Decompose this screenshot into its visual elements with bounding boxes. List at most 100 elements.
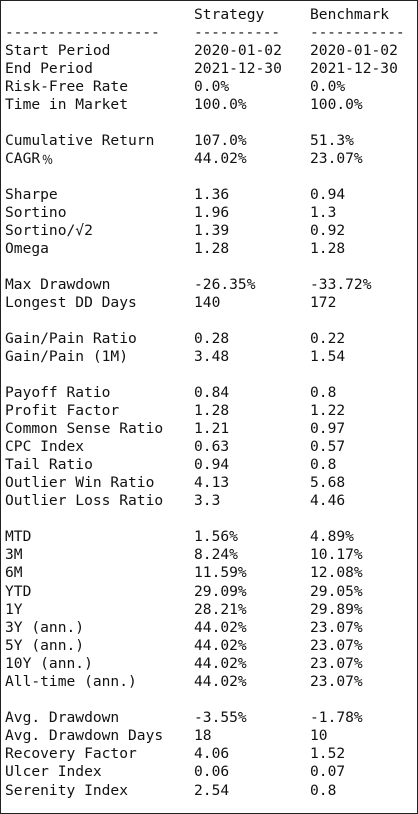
metric-row: 1Y 28.21% 29.89%	[1, 601, 417, 619]
benchmark-value: -1.78%	[310, 709, 363, 726]
metric-row: Start Period 2020-01-02 2020-01-02	[1, 42, 417, 60]
benchmark-value: 0.0%	[310, 78, 346, 95]
metric-row: Profit Factor 1.28 1.22	[1, 402, 417, 420]
strategy-value: 28.21%	[194, 601, 247, 618]
metric-row: Common Sense Ratio 1.21 0.97	[1, 420, 417, 438]
strategy-value: 3.48	[194, 348, 230, 365]
strategy-value: 18	[194, 727, 212, 744]
strategy-value: 2020-01-02	[194, 42, 282, 59]
strategy-value: 11.59%	[194, 564, 247, 581]
strategy-value: 44.02%	[194, 637, 247, 654]
benchmark-value: 0.07	[310, 763, 346, 780]
strategy-value: 0.0%	[194, 78, 230, 95]
metric-label: YTD	[5, 583, 32, 600]
benchmark-value: 51.3%	[310, 132, 354, 149]
metric-row: CPC Index 0.63 0.57	[1, 438, 417, 456]
benchmark-value: 10	[310, 727, 328, 744]
metric-row: 6M 11.59% 12.08%	[1, 564, 417, 582]
strategy-value: 1.56%	[194, 528, 238, 545]
metric-label: 3Y (ann.)	[5, 619, 85, 636]
strategy-value: 2.54	[194, 782, 230, 799]
benchmark-column-header: Benchmark	[310, 6, 390, 23]
strategy-value: 4.06	[194, 745, 230, 762]
metric-row: Recovery Factor 4.06 1.52	[1, 745, 417, 763]
benchmark-value: 172	[310, 294, 337, 311]
metric-label: Avg. Drawdown	[5, 709, 120, 726]
metric-row: Gain/Pain Ratio 0.28 0.22	[1, 330, 417, 348]
benchmark-value: 4.46	[310, 492, 346, 509]
strategy-value: 0.63	[194, 438, 230, 455]
benchmark-value: 10.17%	[310, 546, 363, 563]
metric-label: Avg. Drawdown Days	[5, 727, 164, 744]
metric-row: Risk-Free Rate 0.0% 0.0%	[1, 78, 417, 96]
benchmark-value: 2021-12-30	[310, 60, 398, 77]
metric-label: Outlier Win Ratio	[5, 474, 155, 491]
strategy-value: 8.24%	[194, 546, 238, 563]
metric-label: Sortino/√2	[5, 222, 93, 239]
metric-row: All-time (ann.) 44.02% 23.07%	[1, 673, 417, 691]
benchmark-value: 29.05%	[310, 583, 363, 600]
strategy-value: 1.28	[194, 240, 230, 257]
benchmark-value: 23.07%	[310, 150, 363, 167]
metric-label: Tail Ratio	[5, 456, 93, 473]
benchmark-value: 0.8	[310, 782, 337, 799]
benchmark-value: 23.07%	[310, 655, 363, 672]
metric-label: Time in Market	[5, 96, 129, 113]
metric-row: MTD 1.56% 4.89%	[1, 528, 417, 546]
metric-row: Time in Market 100.0% 100.0%	[1, 96, 417, 114]
strategy-value: 44.02%	[194, 619, 247, 636]
benchmark-column-separator: -----------	[310, 24, 405, 41]
strategy-value: 0.28	[194, 330, 230, 347]
strategy-value: 140	[194, 294, 221, 311]
strategy-column-header: Strategy	[194, 6, 265, 23]
benchmark-value: 23.07%	[310, 637, 363, 654]
strategy-value: -3.55%	[194, 709, 247, 726]
metric-label: Start Period	[5, 42, 111, 59]
metric-row: Payoff Ratio 0.84 0.8	[1, 384, 417, 402]
metric-label: Risk-Free Rate	[5, 78, 129, 95]
strategy-value: 0.94	[194, 456, 230, 473]
metric-row: Cumulative Return 107.0% 51.3%	[1, 132, 417, 150]
metric-label: Payoff Ratio	[5, 384, 111, 401]
strategy-value: 44.02%	[194, 655, 247, 672]
strategy-value: 100.0%	[194, 96, 247, 113]
metric-label: 5Y (ann.)	[5, 637, 85, 654]
benchmark-value: 4.89%	[310, 528, 354, 545]
metric-label: Ulcer Index	[5, 763, 102, 780]
metric-label: 6M	[5, 564, 23, 581]
benchmark-value: 12.08%	[310, 564, 363, 581]
benchmark-value: 29.89%	[310, 601, 363, 618]
metric-row: Longest DD Days 140 172	[1, 294, 417, 312]
benchmark-value: 1.22	[310, 402, 346, 419]
benchmark-value: 100.0%	[310, 96, 363, 113]
metric-label: 3M	[5, 546, 23, 563]
benchmark-value: 1.28	[310, 240, 346, 257]
strategy-value: 1.28	[194, 402, 230, 419]
benchmark-value: 1.3	[310, 204, 337, 221]
metric-row: End Period 2021-12-30 2021-12-30	[1, 60, 417, 78]
metric-label: Omega	[5, 240, 49, 257]
strategy-value: 4.13	[194, 474, 230, 491]
benchmark-value: 1.52	[310, 745, 346, 762]
strategy-column-separator: ----------	[194, 24, 280, 41]
benchmark-value: 0.57	[310, 438, 346, 455]
strategy-value: 107.0%	[194, 132, 247, 149]
metric-row: 10Y (ann.) 44.02% 23.07%	[1, 655, 417, 673]
metric-row: Ulcer Index 0.06 0.07	[1, 763, 417, 781]
metric-label: Sortino	[5, 204, 67, 221]
benchmark-value: 2020-01-02	[310, 42, 398, 59]
benchmark-value: 0.8	[310, 456, 337, 473]
metric-column-separator: ------------------	[5, 24, 160, 41]
metric-row: CAGR﹪ 44.02% 23.07%	[1, 150, 417, 168]
metric-row: 3Y (ann.) 44.02% 23.07%	[1, 619, 417, 637]
header-separator-row: ------------------ ---------- ----------…	[1, 24, 417, 42]
metric-row: Sharpe 1.36 0.94	[1, 186, 417, 204]
metric-label: Gain/Pain Ratio	[5, 330, 137, 347]
strategy-value: 1.21	[194, 420, 230, 437]
strategy-value: -26.35%	[194, 276, 256, 293]
metric-label: Outlier Loss Ratio	[5, 492, 164, 509]
metric-row: YTD 29.09% 29.05%	[1, 583, 417, 601]
benchmark-value: 0.22	[310, 330, 346, 347]
metric-row: Max Drawdown -26.35% -33.72%	[1, 276, 417, 294]
